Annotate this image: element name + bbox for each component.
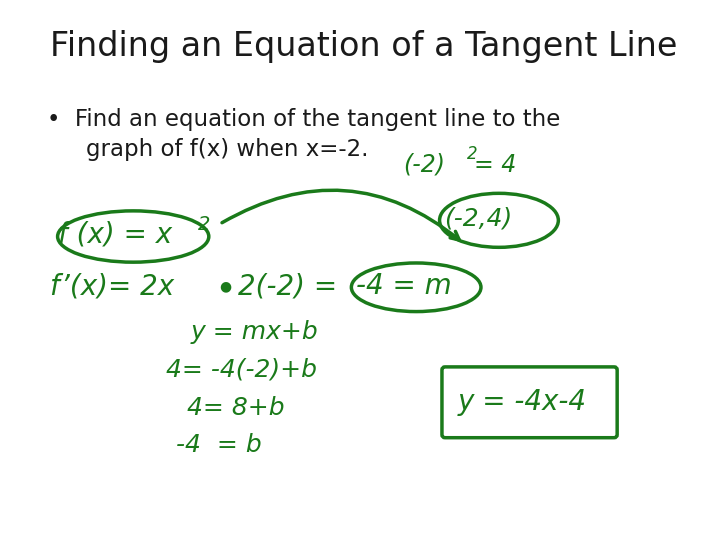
Text: 2: 2: [198, 214, 210, 234]
Text: (-2,4): (-2,4): [444, 207, 513, 231]
Text: -4 = m: -4 = m: [356, 272, 452, 300]
Text: y = mx+b: y = mx+b: [191, 320, 318, 344]
Text: (-2): (-2): [403, 153, 445, 177]
Text: •  Find an equation of the tangent line to the: • Find an equation of the tangent line t…: [47, 108, 560, 131]
Text: 2(-2) =: 2(-2) =: [238, 272, 337, 300]
Text: -4  = b: -4 = b: [176, 434, 262, 457]
Text: f (x) = x: f (x) = x: [58, 221, 172, 249]
Text: f’(x)= 2x: f’(x)= 2x: [50, 272, 174, 300]
Text: Finding an Equation of a Tangent Line: Finding an Equation of a Tangent Line: [50, 30, 678, 63]
Text: y = -4x-4: y = -4x-4: [457, 388, 586, 416]
Text: ●: ●: [220, 279, 232, 293]
Text: 4= -4(-2)+b: 4= -4(-2)+b: [166, 358, 317, 382]
Text: 4= 8+b: 4= 8+b: [187, 396, 285, 420]
Text: graph of f(x) when x=-2.: graph of f(x) when x=-2.: [86, 138, 369, 161]
Text: 2: 2: [467, 145, 477, 163]
Text: = 4: = 4: [474, 153, 516, 177]
